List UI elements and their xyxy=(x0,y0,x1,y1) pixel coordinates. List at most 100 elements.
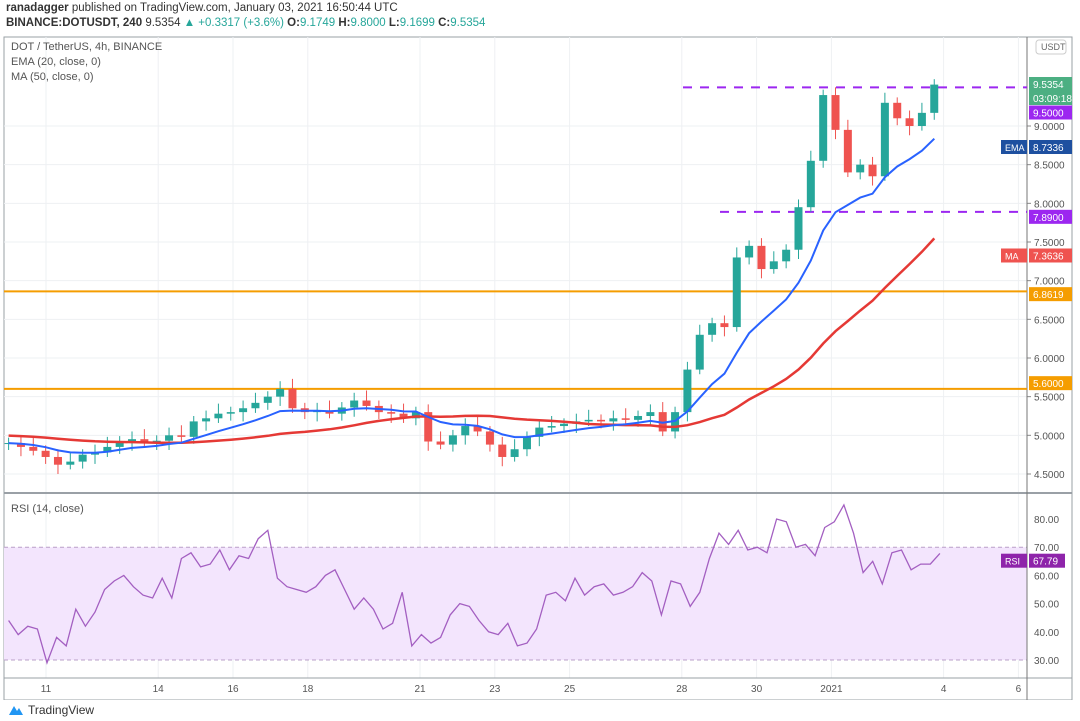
candle xyxy=(103,446,112,453)
candle xyxy=(720,323,729,328)
x-tick-label: 14 xyxy=(153,684,165,695)
candle xyxy=(634,415,643,420)
up-arrow-icon: ▲ xyxy=(183,17,196,29)
candle xyxy=(128,439,137,442)
candle xyxy=(473,426,482,432)
candle xyxy=(78,454,87,462)
candle xyxy=(547,426,556,428)
open-label: O: xyxy=(287,17,300,29)
y-tick-label: 9.0000 xyxy=(1034,122,1065,133)
x-tick-label: 23 xyxy=(489,684,501,695)
candle xyxy=(522,436,531,450)
candle xyxy=(535,427,544,437)
rsi-value-label: 67.79 xyxy=(1033,557,1058,568)
candle xyxy=(115,441,124,447)
candle xyxy=(597,419,606,422)
footer: TradingView xyxy=(8,703,94,717)
x-tick-label: 2021 xyxy=(820,684,843,695)
rsi-value-label-box xyxy=(1029,553,1065,568)
legend-ema[interactable]: EMA (20, close, 0) xyxy=(11,56,101,68)
candle xyxy=(510,449,519,457)
last-price: 9.5354 xyxy=(145,17,181,29)
ma-value-label-prefix: MA xyxy=(1005,251,1019,261)
author[interactable]: ranadagger xyxy=(6,2,69,14)
candle xyxy=(868,164,877,177)
candle xyxy=(165,435,174,441)
ma-value-label-box xyxy=(1029,248,1072,263)
high-value: 9.8000 xyxy=(350,17,386,29)
candle xyxy=(66,461,75,465)
symbol: BINANCE:DOTUSDT, 240 xyxy=(6,17,143,29)
rsi-tick-label: 50.00 xyxy=(1034,600,1059,611)
level-5-6-label-box xyxy=(1029,376,1072,391)
candle xyxy=(930,84,939,113)
candle xyxy=(905,118,914,126)
rsi-tick-label: 30.00 xyxy=(1034,656,1059,667)
y-tick-label: 4.5000 xyxy=(1034,470,1065,481)
x-tick-label: 16 xyxy=(227,684,239,695)
x-tick-label: 30 xyxy=(751,684,763,695)
candle xyxy=(559,423,568,427)
x-tick-label: 6 xyxy=(1016,684,1022,695)
candle xyxy=(498,444,507,457)
legend-rsi[interactable]: RSI (14, close) xyxy=(11,503,84,515)
candle xyxy=(226,412,235,414)
rsi-tick-label: 70.00 xyxy=(1034,543,1059,554)
candle xyxy=(350,400,359,408)
level-5-6-label: 5.6000 xyxy=(1033,379,1064,390)
candle xyxy=(177,435,186,437)
legend: DOT / TetherUS, 4h, BINANCE EMA (20, clo… xyxy=(11,40,162,85)
price-chart[interactable]: 11 14 16 18 21 23 25 28 30 2021 4 6 4.5000 5.0000 5.50… xyxy=(0,0,1080,700)
candle xyxy=(202,418,211,422)
candle xyxy=(646,412,655,416)
y-tick-label: 8.5000 xyxy=(1034,161,1065,172)
candle xyxy=(399,413,408,419)
candle xyxy=(140,439,149,444)
candle xyxy=(745,245,754,258)
rsi-tick-label: 80.00 xyxy=(1034,515,1059,526)
candle xyxy=(584,419,593,422)
candle xyxy=(893,102,902,119)
last-price-label: 9.5354 xyxy=(1033,80,1064,91)
x-tick-label: 28 xyxy=(676,684,688,695)
candle xyxy=(732,257,741,328)
candle xyxy=(794,207,803,250)
candle xyxy=(609,418,618,422)
candle xyxy=(251,402,260,409)
rsi-value-label-prefix-box xyxy=(1001,553,1027,568)
last-price-label-box xyxy=(1029,77,1072,91)
candle xyxy=(843,129,852,173)
candle xyxy=(856,164,865,173)
candle xyxy=(819,95,828,161)
candle xyxy=(41,450,50,457)
candle xyxy=(683,369,692,413)
candle xyxy=(387,412,396,414)
candle xyxy=(436,441,445,445)
x-tick-label: 25 xyxy=(564,684,576,695)
candle xyxy=(621,418,630,420)
level-6-86-label: 6.8619 xyxy=(1033,290,1064,301)
published-text: published on TradingView.com, January 03… xyxy=(71,2,398,14)
ema-value-label: 8.7336 xyxy=(1033,143,1064,154)
candle xyxy=(53,456,62,465)
candle xyxy=(276,388,285,397)
brand[interactable]: TradingView xyxy=(28,703,95,717)
ema-line xyxy=(8,137,935,454)
candle xyxy=(485,431,494,445)
countdown-label-box xyxy=(1029,91,1072,105)
x-tick-label: 21 xyxy=(414,684,426,695)
candle xyxy=(362,400,371,406)
change: +0.3317 (+3.6%) xyxy=(198,17,284,29)
candle xyxy=(880,102,889,177)
ema-value-label-box xyxy=(1029,140,1072,154)
symbol-info: BINANCE:DOTUSDT, 240 9.5354 ▲ +0.3317 (+… xyxy=(6,17,485,29)
candle xyxy=(189,421,198,437)
legend-title[interactable]: DOT / TetherUS, 4h, BINANCE xyxy=(11,41,163,53)
close-value: 9.5354 xyxy=(450,17,486,29)
rsi-tick-label: 60.00 xyxy=(1034,571,1059,582)
currency-label: USDT xyxy=(1041,42,1066,52)
candle xyxy=(263,396,272,403)
legend-ma[interactable]: MA (50, close, 0) xyxy=(11,71,94,83)
level-7-89-label-box xyxy=(1029,209,1072,224)
y-tick-label: 8.0000 xyxy=(1034,199,1065,210)
